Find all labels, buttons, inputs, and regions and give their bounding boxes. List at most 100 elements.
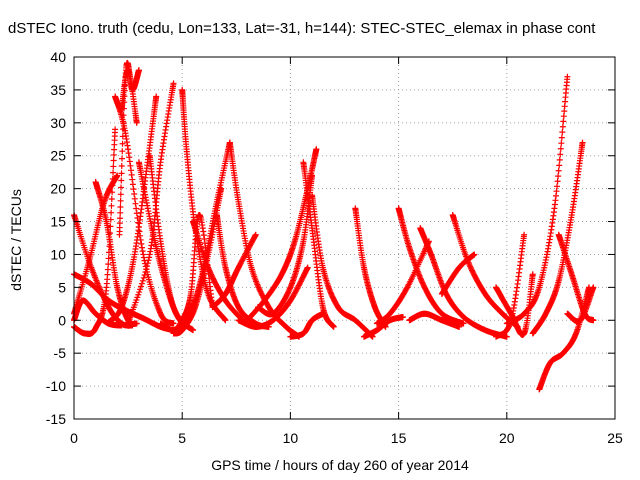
y-tick-label: -10 — [46, 378, 66, 394]
data-point — [136, 289, 143, 296]
data-point — [118, 177, 125, 184]
y-tick-label: 5 — [58, 279, 66, 295]
data-point — [129, 176, 136, 183]
data-point — [141, 271, 148, 278]
chart-title: dSTEC Iono. truth (cedu, Lon=133, Lat=-3… — [8, 20, 596, 37]
data-point — [130, 186, 137, 193]
data-point — [112, 126, 119, 133]
x-tick-label: 15 — [391, 430, 407, 446]
data-point — [136, 228, 143, 235]
x-tick-label: 10 — [283, 430, 299, 446]
y-tick-label: 35 — [50, 82, 66, 98]
data-point — [120, 119, 127, 126]
data-point — [108, 195, 115, 202]
data-series-8 — [112, 93, 177, 327]
data-point — [110, 169, 117, 176]
data-point — [129, 181, 136, 188]
data-point — [117, 215, 124, 222]
data-point — [118, 170, 125, 177]
y-tick-label: 0 — [58, 312, 66, 328]
data-point — [105, 261, 112, 268]
data-point — [133, 205, 140, 212]
data-point — [126, 158, 133, 165]
data-series-10 — [118, 67, 140, 126]
data-point — [140, 274, 147, 281]
x-tick-label: 5 — [178, 430, 186, 446]
data-point — [170, 80, 177, 87]
data-point — [208, 271, 215, 278]
y-tick-label: -5 — [54, 345, 67, 361]
data-point — [207, 270, 214, 277]
y-tick-label: 20 — [50, 181, 66, 197]
data-point — [135, 219, 142, 226]
data-point — [118, 322, 125, 329]
data-point — [110, 163, 117, 170]
data-point — [135, 67, 142, 74]
x-axis-label: GPS time / hours of day 260 of year 2014 — [211, 457, 469, 473]
data-point — [132, 200, 139, 207]
data-point — [190, 327, 197, 334]
data-point — [139, 248, 146, 255]
y-tick-label: 40 — [50, 49, 66, 65]
data-point — [133, 320, 140, 327]
data-point — [134, 294, 141, 301]
data-point — [105, 255, 112, 262]
data-point — [138, 244, 145, 251]
data-point — [153, 93, 160, 100]
data-point — [137, 286, 144, 293]
data-point — [140, 251, 147, 258]
data-point — [170, 320, 177, 327]
y-tick-label: 30 — [50, 115, 66, 131]
data-point — [119, 155, 126, 162]
data-point — [104, 271, 111, 278]
y-tick-label: 25 — [50, 148, 66, 164]
data-point — [131, 190, 138, 197]
data-point — [117, 191, 124, 198]
data-point — [108, 202, 115, 209]
data-series-19 — [209, 231, 259, 311]
data-point — [128, 167, 135, 174]
y-tick-label: -15 — [46, 411, 66, 427]
data-point — [134, 214, 141, 221]
data-point — [144, 263, 151, 270]
x-tick-label: 0 — [70, 430, 78, 446]
y-tick-label: 10 — [50, 246, 66, 262]
data-point — [142, 269, 149, 276]
data-point — [138, 283, 145, 290]
data-series-7 — [105, 93, 160, 326]
data-point — [144, 260, 151, 267]
data-point — [131, 195, 138, 202]
data-point — [120, 112, 127, 119]
data-point — [143, 266, 150, 273]
data-points — [71, 59, 597, 393]
data-point — [133, 210, 140, 217]
x-tick-label: 20 — [499, 430, 515, 446]
data-point — [137, 236, 144, 243]
data-point — [119, 148, 126, 155]
data-point — [118, 184, 125, 191]
data-point — [117, 209, 124, 216]
data-point — [114, 172, 121, 179]
data-point — [118, 163, 125, 170]
data-point — [107, 223, 114, 230]
data-point — [140, 254, 147, 261]
data-point — [135, 224, 142, 231]
data-point — [110, 151, 117, 158]
data-point — [135, 291, 142, 298]
data-point — [128, 171, 135, 178]
data-point — [133, 119, 140, 126]
data-point — [108, 209, 115, 216]
data-series-17 — [179, 139, 233, 330]
data-point — [138, 240, 145, 247]
data-point — [110, 157, 117, 164]
data-point — [139, 277, 146, 284]
data-point — [146, 254, 153, 261]
data-point — [119, 140, 126, 147]
data-point — [120, 126, 127, 133]
data-point — [117, 204, 124, 211]
data-point — [117, 197, 124, 204]
data-point — [104, 266, 111, 273]
data-point — [145, 257, 152, 264]
data-point — [207, 297, 214, 304]
